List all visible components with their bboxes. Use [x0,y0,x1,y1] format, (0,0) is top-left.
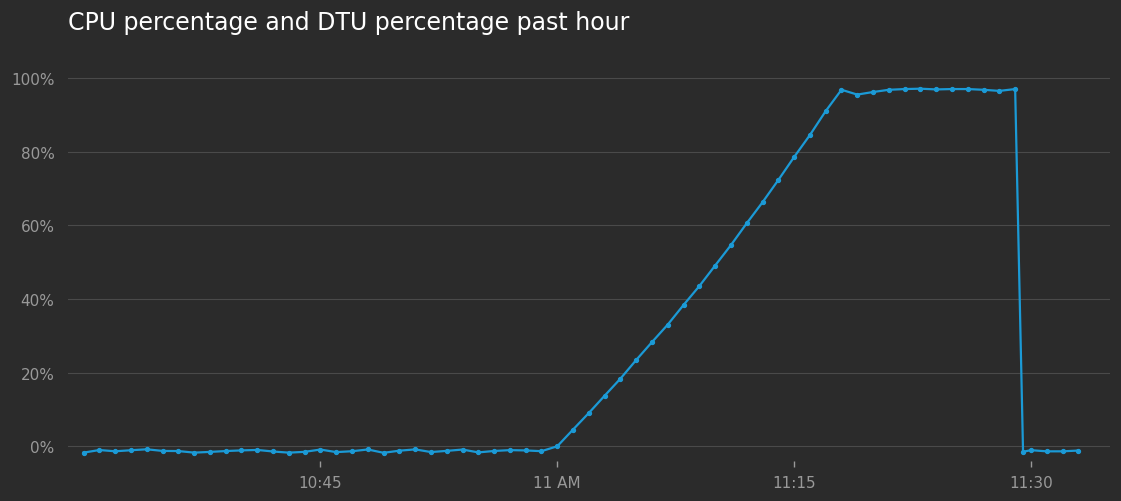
Text: CPU percentage and DTU percentage past hour: CPU percentage and DTU percentage past h… [67,11,629,35]
